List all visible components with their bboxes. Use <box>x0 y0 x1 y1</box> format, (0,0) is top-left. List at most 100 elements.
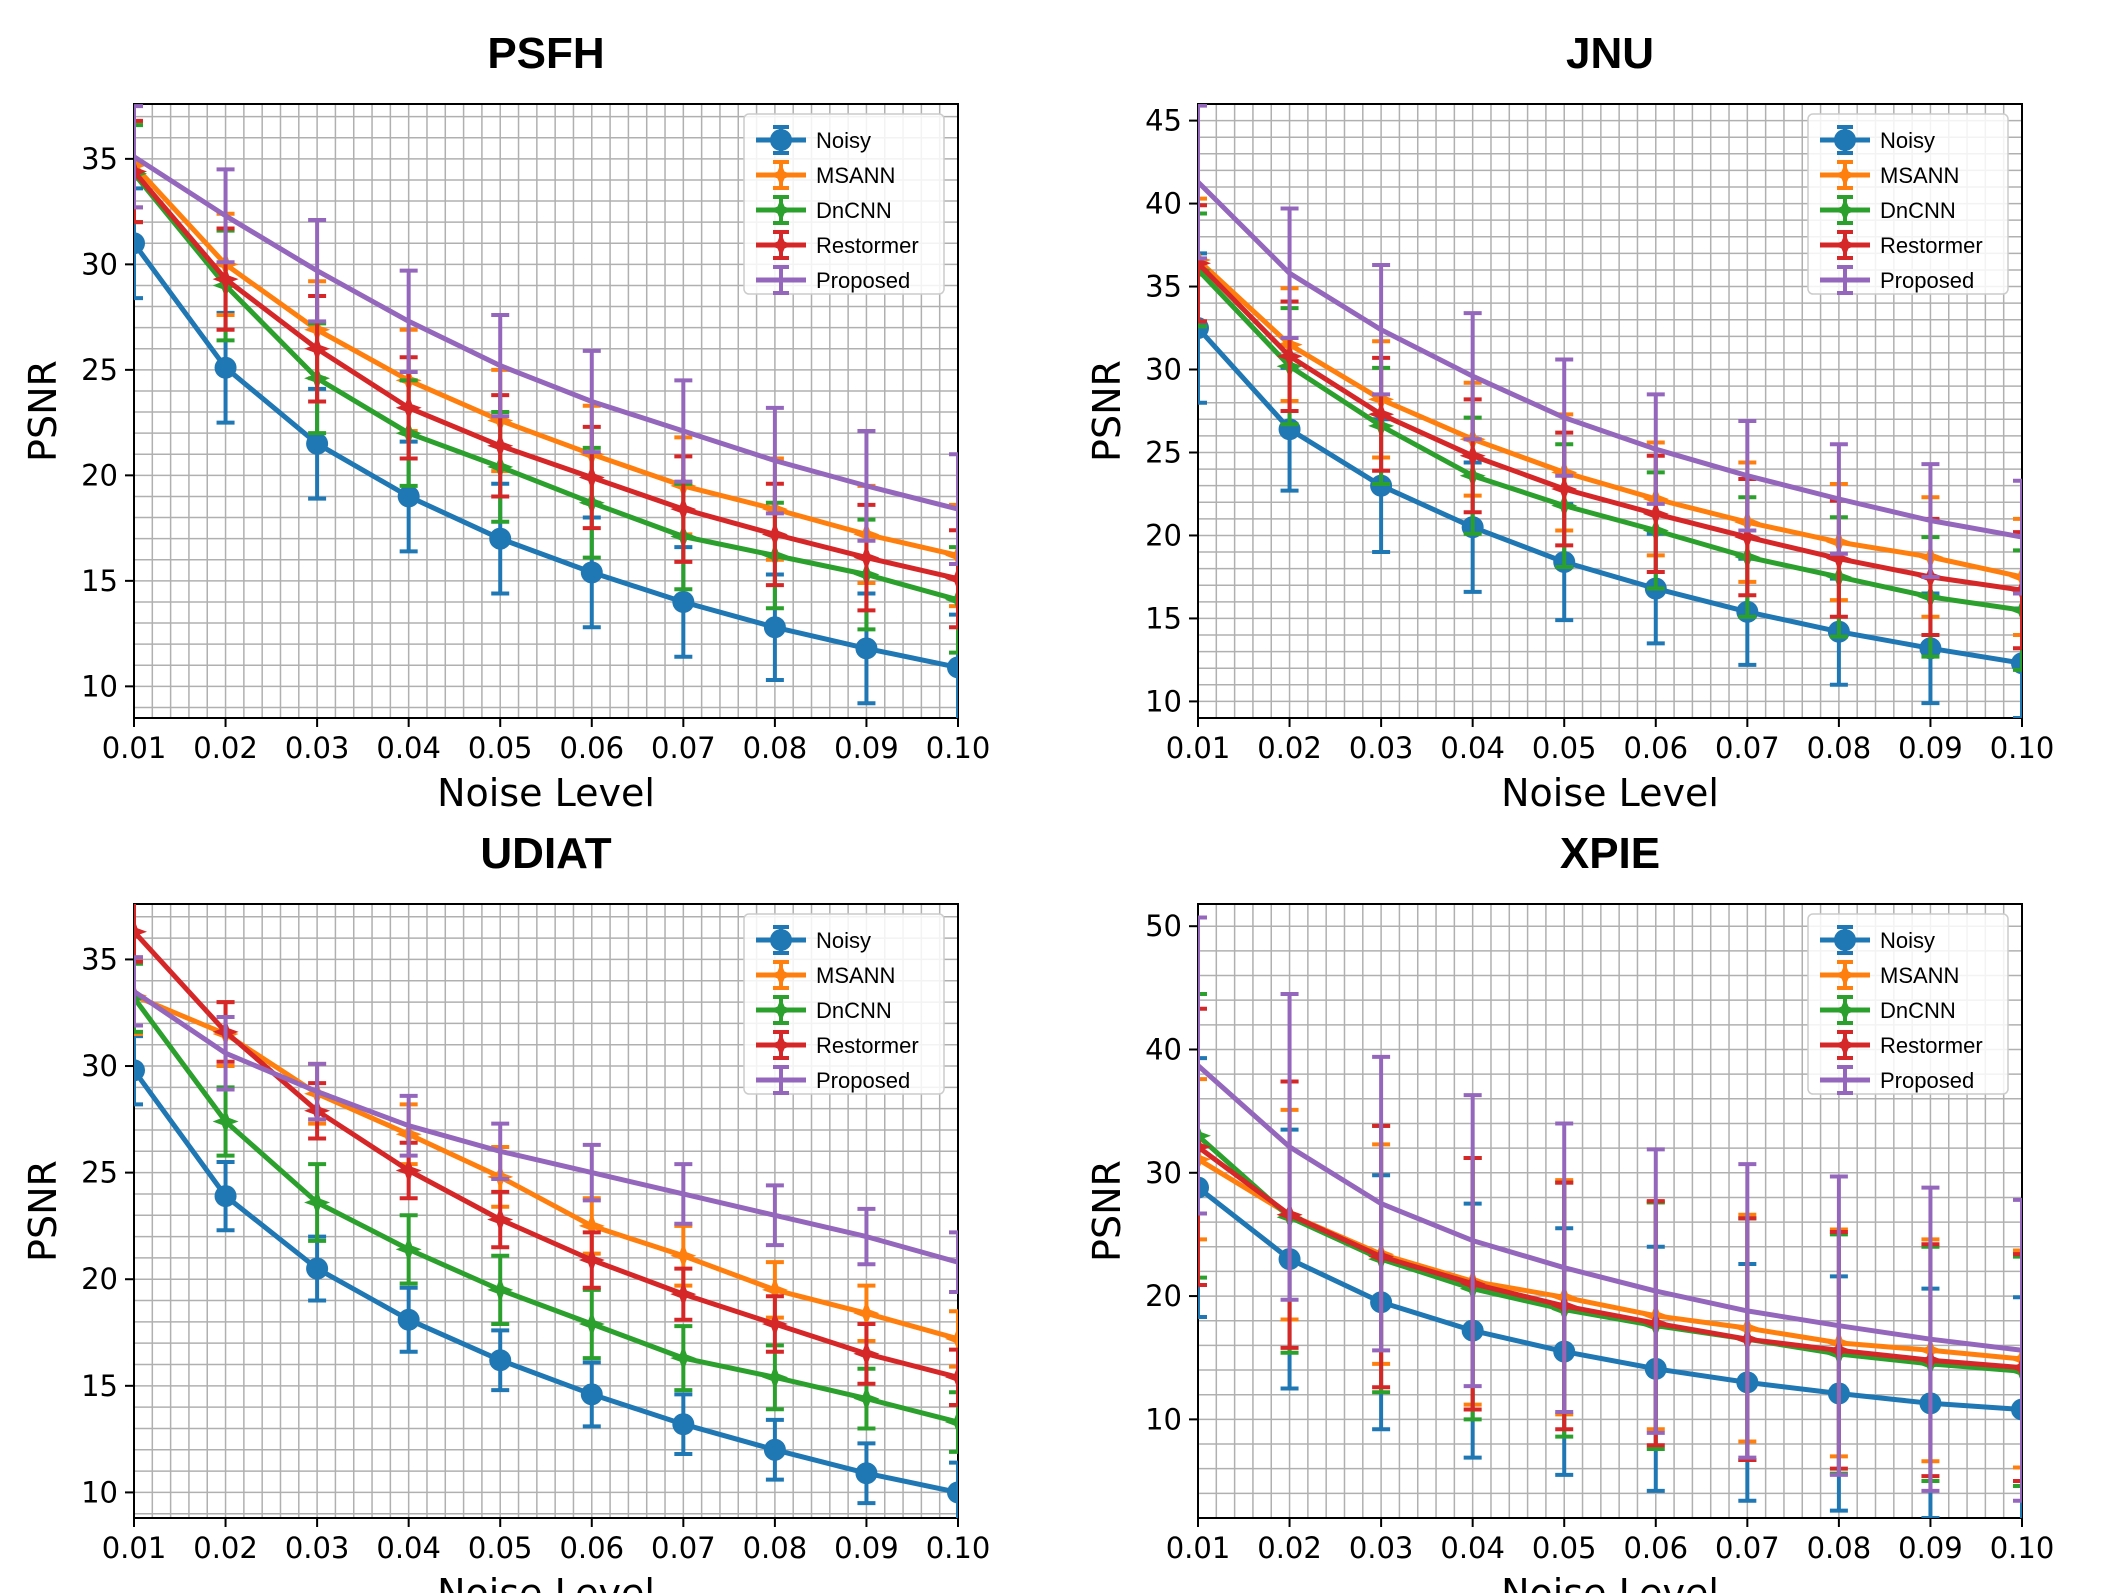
legend-marker <box>769 163 793 187</box>
x-tick-label: 0.05 <box>468 731 533 765</box>
legend-label: DnCNN <box>816 198 892 223</box>
legend-label: Proposed <box>1880 268 1974 293</box>
series-line <box>134 993 958 1342</box>
legend: Noisy MSANN DnCNN Restormer Proposed <box>743 113 945 295</box>
legend-marker <box>1833 233 1857 257</box>
data-point <box>853 1385 880 1412</box>
data-point <box>1551 476 1578 502</box>
series-proposed <box>1198 915 2022 1503</box>
series-line <box>134 154 958 512</box>
legend-item-restormer: Restormer <box>756 1030 919 1060</box>
axes-frame <box>133 103 959 719</box>
data-point <box>487 432 514 459</box>
data-point <box>2009 1358 2022 1385</box>
data-point <box>578 464 605 491</box>
x-tick-label: 0.02 <box>193 1531 258 1565</box>
x-tick-label: 0.08 <box>1807 1531 1872 1565</box>
x-tick-label: 0.07 <box>1715 1531 1780 1565</box>
x-tick-label: 0.02 <box>1257 731 1322 765</box>
x-tick-label: 0.05 <box>1532 1531 1597 1565</box>
x-tick-label: 0.01 <box>102 731 167 765</box>
x-tick-label: 0.10 <box>1990 731 2055 765</box>
data-point <box>212 1108 239 1135</box>
data-point <box>1825 545 1852 572</box>
legend: Noisy MSANN DnCNN Restormer Proposed <box>743 913 945 1095</box>
data-point <box>212 266 239 293</box>
y-tick-label: 10 <box>81 669 118 703</box>
legend-box <box>743 113 945 295</box>
legend-marker <box>769 998 793 1022</box>
x-tick-label: 0.02 <box>193 731 258 765</box>
x-tick-label: 0.04 <box>376 731 441 765</box>
data-point <box>578 1212 605 1239</box>
data-point <box>304 1189 331 1216</box>
legend: Noisy MSANN DnCNN Restormer Proposed <box>1807 913 2009 1095</box>
y-tick-label: 40 <box>1145 187 1182 221</box>
series-line <box>134 172 958 603</box>
y-tick-label: 30 <box>81 247 118 281</box>
legend-marker <box>769 198 793 222</box>
data-point <box>2011 1398 2022 1421</box>
y-axis-label: PSNR <box>21 360 65 462</box>
data-point <box>1368 401 1395 428</box>
x-tick-label: 0.03 <box>1349 731 1414 765</box>
x-tick-label: 0.01 <box>102 1531 167 1565</box>
series-line <box>134 169 958 582</box>
data-point <box>1198 1146 1211 1173</box>
y-tick-label: 20 <box>1145 518 1182 552</box>
data-point <box>945 542 958 569</box>
legend-label: Noisy <box>1880 128 1935 153</box>
legend-item-dncnn: DnCNN <box>1820 995 1956 1025</box>
data-point <box>2009 1354 2022 1381</box>
data-point <box>395 1157 422 1184</box>
x-tick-label: 0.08 <box>743 1531 808 1565</box>
series-line <box>1198 1185 2022 1412</box>
x-tick-label: 0.10 <box>926 731 991 765</box>
x-tick-label: 0.09 <box>1898 1531 1963 1565</box>
data-point <box>580 1383 603 1406</box>
x-axis-label: Noise Level <box>1501 1571 1719 1593</box>
x-tick-label: 0.05 <box>1532 731 1597 765</box>
legend-label: Proposed <box>816 268 910 293</box>
data-point <box>580 561 603 584</box>
data-point <box>853 544 880 571</box>
legend-marker <box>769 233 793 257</box>
legend-label: Restormer <box>816 1033 919 1058</box>
x-tick-label: 0.09 <box>1898 731 1963 765</box>
legend-marker <box>770 929 792 951</box>
legend-marker <box>770 129 792 151</box>
data-point <box>578 1311 605 1337</box>
series-proposed <box>134 955 958 1295</box>
data-point <box>947 1481 958 1504</box>
x-tick-label: 0.02 <box>1257 1531 1322 1565</box>
data-point <box>947 656 958 679</box>
legend-item-msann: MSANN <box>1820 160 1959 190</box>
data-point <box>134 918 147 945</box>
data-point <box>763 616 786 639</box>
legend-label: Proposed <box>816 1068 910 1093</box>
data-point <box>761 1276 788 1303</box>
x-axis-label: Noise Level <box>1501 771 1719 815</box>
data-point <box>134 1059 145 1082</box>
chart-title: XPIE <box>1560 829 1660 878</box>
data-point <box>134 152 147 179</box>
y-tick-label: 30 <box>1145 353 1182 387</box>
legend-label: DnCNN <box>1880 198 1956 223</box>
x-tick-label: 0.09 <box>834 1531 899 1565</box>
series-line <box>134 996 958 1425</box>
x-tick-label: 0.07 <box>651 1531 716 1565</box>
data-point <box>761 521 788 548</box>
legend: Noisy MSANN DnCNN Restormer Proposed <box>1807 113 2009 295</box>
legend-label: Noisy <box>816 928 871 953</box>
legend-label: MSANN <box>816 963 895 988</box>
series-line <box>134 241 958 670</box>
legend-label: MSANN <box>816 163 895 188</box>
x-axis-label: Noise Level <box>437 771 655 815</box>
y-tick-label: 35 <box>1145 270 1182 304</box>
series-layer <box>134 104 958 718</box>
data-point <box>761 1364 788 1391</box>
x-tick-label: 0.10 <box>926 1531 991 1565</box>
x-tick-label: 0.01 <box>1166 1531 1231 1565</box>
data-point <box>945 1409 958 1436</box>
